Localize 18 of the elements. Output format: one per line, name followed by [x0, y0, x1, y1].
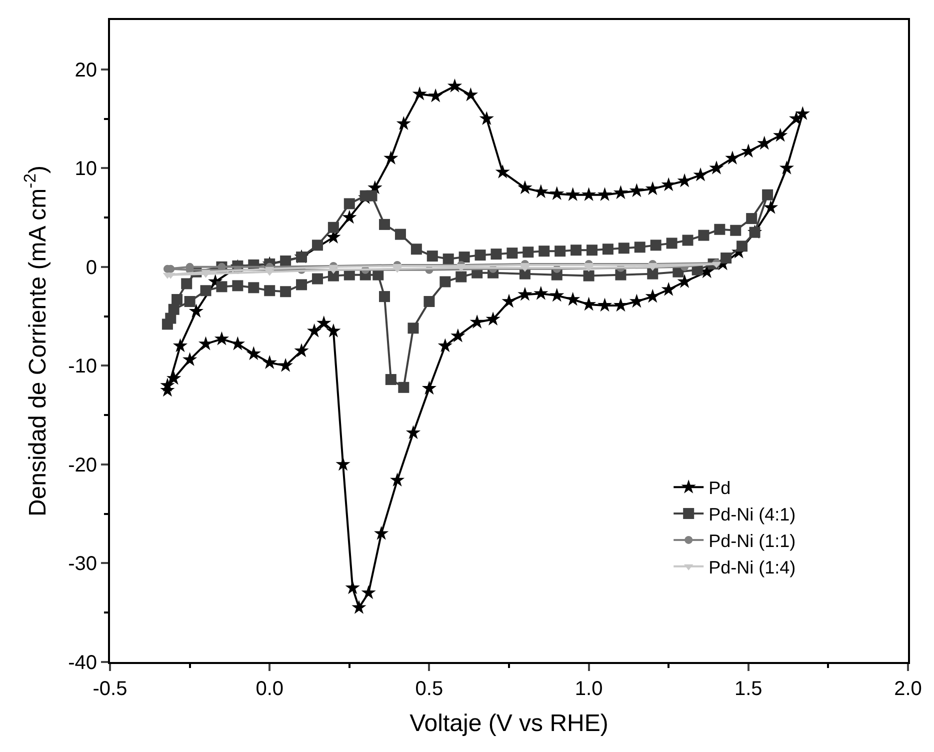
y-tick-label: -10 — [68, 356, 97, 378]
y-tick-label: -40 — [68, 652, 97, 674]
x-tick-label: 0.5 — [415, 678, 444, 700]
x-tick-label: -0.5 — [92, 678, 128, 700]
y-tick-label: -30 — [68, 553, 97, 576]
y-tick-label: 0 — [86, 256, 97, 279]
legend-label: Pd-Ni (1:4) — [708, 557, 796, 578]
y-tick-label: -20 — [68, 454, 97, 476]
y-tick-label: 10 — [74, 158, 97, 180]
y-tick-label: 20 — [74, 59, 97, 82]
x-tick-label: 0.0 — [256, 678, 284, 700]
legend-label: Pd-Ni (4:1) — [708, 504, 796, 525]
x-tick-label: 1.0 — [574, 678, 603, 700]
legend-label: Pd — [708, 478, 731, 498]
x-tick-label: 1.5 — [734, 678, 762, 700]
legend-label: Pd-Ni (1:1) — [708, 530, 796, 551]
x-tick-label: 2.0 — [894, 678, 922, 700]
x-axis-title: Voltaje (V vs RHE) — [410, 710, 608, 737]
